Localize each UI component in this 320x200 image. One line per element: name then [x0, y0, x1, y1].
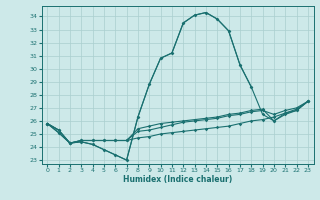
X-axis label: Humidex (Indice chaleur): Humidex (Indice chaleur): [123, 175, 232, 184]
